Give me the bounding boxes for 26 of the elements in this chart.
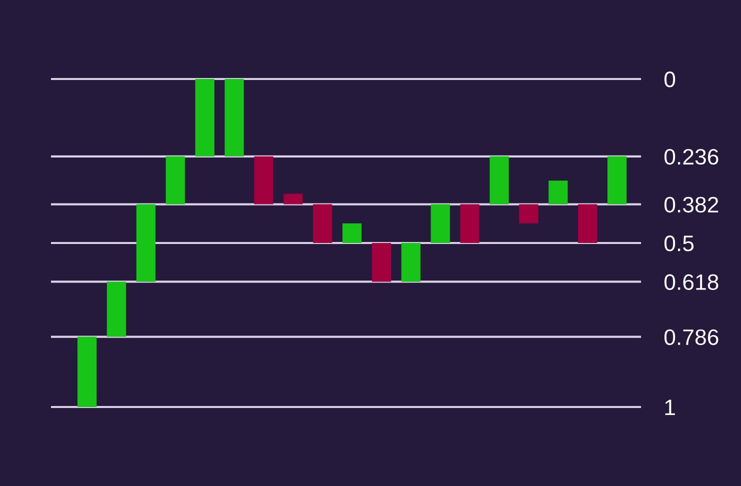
y-tick-label: 0 [664,72,676,88]
bar [195,79,214,156]
bar [77,336,97,407]
bar [313,204,332,243]
bar [342,223,362,243]
bar [519,204,538,224]
bar [284,194,303,204]
y-tick-label: 1 [665,400,675,416]
bar [254,156,274,204]
bar [401,243,420,282]
y-tick-label: 0.236 [664,148,718,165]
y-tick-label: 0.786 [664,329,718,346]
bar [166,156,185,204]
bar [578,204,598,243]
bar [548,180,568,204]
y-tick-label: 0.618 [664,274,718,290]
bar [607,156,627,204]
y-tick-label: 0.382 [664,196,718,213]
bar [490,156,509,204]
bar [106,282,126,337]
bar [136,204,156,282]
bar [372,243,392,282]
bar [430,204,450,243]
bar [460,204,480,243]
y-tick-label: 0.5 [664,236,694,252]
bar [224,79,244,156]
